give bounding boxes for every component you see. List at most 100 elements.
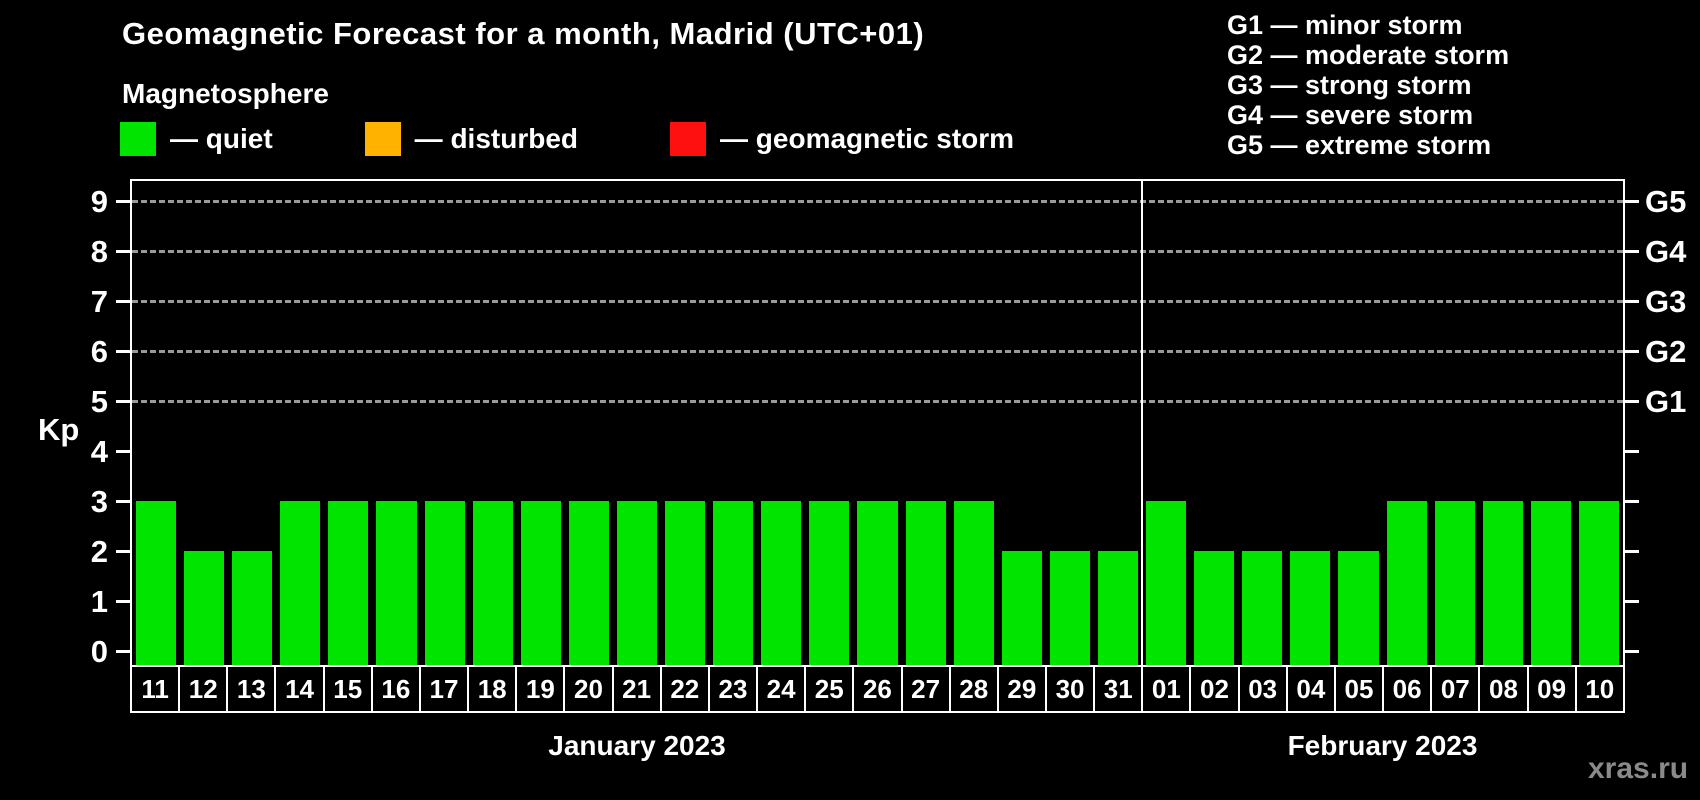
storm-scale-line-g2: G2 — moderate storm	[1227, 40, 1510, 70]
day-label-cell-21: 21	[611, 665, 662, 713]
y-axis-tick-left	[116, 399, 130, 403]
day-label-cell-07: 07	[1430, 665, 1481, 713]
day-label-cell-09: 09	[1526, 665, 1577, 713]
day-label-cell-30: 30	[1044, 665, 1096, 713]
day-label-cell-26: 26	[852, 665, 903, 713]
day-label-cell-16: 16	[370, 665, 421, 713]
kp-bar-day-30	[1049, 551, 1090, 665]
month-label-february: February 2023	[1287, 730, 1478, 761]
legend-swatch-disturbed	[364, 122, 401, 156]
y-axis-label: 9	[90, 183, 108, 219]
day-label-cell-04: 04	[1285, 665, 1336, 713]
kp-bar-day-14	[280, 501, 321, 665]
day-label-cell-05: 05	[1333, 665, 1385, 713]
day-label-cell-18: 18	[467, 665, 518, 713]
g-scale-label-g4: G4	[1645, 233, 1687, 269]
kp-bar-day-29	[1001, 551, 1042, 665]
y-axis-title: Kp	[38, 412, 80, 447]
storm-scale-line-g1: G1 — minor storm	[1227, 10, 1463, 40]
legend-item-disturbed: — disturbed	[364, 122, 579, 156]
kp-bar-day-02	[1194, 551, 1235, 665]
kp-bar-day-19	[520, 501, 561, 665]
y-axis-label: 2	[90, 533, 108, 569]
y-axis-label: 7	[90, 283, 108, 319]
kp-bar-day-31	[1097, 551, 1139, 665]
storm-scale-line-g4: G4 — severe storm	[1227, 100, 1474, 130]
magnetosphere-subtitle: Magnetosphere	[122, 78, 329, 109]
legend-item-geomagnetic-storm: — geomagnetic storm	[670, 122, 1014, 156]
plot-area	[130, 179, 1625, 667]
legend-label-quiet: — quiet	[170, 123, 273, 154]
y-axis-tick-left	[116, 449, 130, 453]
y-axis-tick-right	[1625, 299, 1639, 303]
gridline-kp-9	[132, 199, 1623, 203]
legend-label-disturbed: — disturbed	[414, 123, 579, 154]
day-label-cell-22: 22	[659, 665, 710, 713]
storm-scale-legend: G1 — minor storm G2 — moderate storm G3 — …	[1227, 10, 1509, 160]
kp-bar-day-05	[1338, 551, 1379, 665]
y-axis-tick-right	[1625, 349, 1639, 353]
gridline-kp-5	[132, 399, 1623, 403]
kp-bar-day-21	[616, 501, 658, 665]
day-label-cell-23: 23	[707, 665, 759, 713]
storm-scale-line-g5: G5 — extreme storm	[1227, 130, 1492, 160]
storm-scale-line-g3: G3 — strong storm	[1227, 70, 1472, 100]
y-axis-label: 5	[90, 383, 108, 419]
day-label-cell-17: 17	[418, 665, 470, 713]
y-axis-label: 0	[90, 633, 108, 669]
y-axis-tick-left	[116, 299, 130, 303]
kp-bar-day-06	[1386, 501, 1427, 665]
y-axis-label: 8	[90, 233, 108, 269]
y-axis-tick-left	[116, 549, 130, 553]
kp-bar-day-11	[136, 501, 177, 665]
day-label-cell-20: 20	[563, 665, 614, 713]
month-label-january: January 2023	[548, 730, 726, 761]
day-label-cell-11: 11	[130, 665, 181, 713]
day-label-cell-31: 31	[1093, 665, 1144, 713]
day-label-cell-24: 24	[756, 665, 807, 713]
g-scale-label-g5: G5	[1645, 183, 1687, 219]
kp-bar-day-07	[1434, 501, 1475, 665]
kp-bar-day-12	[184, 551, 225, 665]
y-axis-tick-right	[1625, 199, 1639, 203]
kp-bar-day-27	[905, 501, 946, 665]
kp-bar-day-08	[1482, 501, 1523, 665]
g-scale-label-g2: G2	[1645, 333, 1687, 369]
y-axis-tick-left	[116, 599, 130, 603]
kp-bar-day-26	[857, 501, 898, 665]
y-axis-tick-left	[116, 199, 130, 203]
kp-bar-day-24	[761, 501, 802, 665]
y-axis-tick-left	[116, 499, 130, 503]
legend-swatch-geomagnetic-storm	[670, 122, 707, 156]
day-label-cell-03: 03	[1237, 665, 1288, 713]
day-label-cell-14: 14	[274, 665, 325, 713]
day-label-cell-29: 29	[996, 665, 1047, 713]
y-axis-tick-left	[116, 249, 130, 253]
y-axis-tick-right	[1625, 649, 1639, 653]
y-axis-label: 1	[90, 583, 108, 619]
y-axis-tick-right	[1625, 399, 1639, 403]
y-axis-tick-right	[1625, 549, 1639, 553]
y-axis-tick-left	[116, 349, 130, 353]
kp-bar-day-16	[376, 501, 417, 665]
kp-bar-day-01	[1146, 501, 1187, 665]
day-label-cell-06: 06	[1382, 665, 1433, 713]
kp-bar-day-17	[424, 501, 465, 665]
color-legend: — quiet — disturbed — geomagnetic storm	[120, 122, 1014, 156]
kp-bar-day-23	[713, 501, 754, 665]
y-axis-label: 4	[90, 433, 108, 469]
legend-swatch-quiet	[120, 122, 156, 156]
y-axis-label: 3	[90, 483, 108, 519]
day-label-cell-01: 01	[1141, 665, 1192, 713]
kp-bar-day-03	[1242, 551, 1283, 665]
kp-bar-day-25	[809, 501, 850, 665]
y-axis-tick-right	[1625, 499, 1639, 503]
kp-bar-day-15	[328, 501, 369, 665]
y-axis-tick-right	[1625, 449, 1639, 453]
y-axis-tick-right	[1625, 599, 1639, 603]
y-axis-tick-right	[1625, 249, 1639, 253]
kp-bar-day-20	[568, 501, 609, 665]
day-label-cell-10: 10	[1574, 665, 1625, 713]
gridline-kp-8	[132, 249, 1623, 253]
day-label-cell-25: 25	[804, 665, 855, 713]
